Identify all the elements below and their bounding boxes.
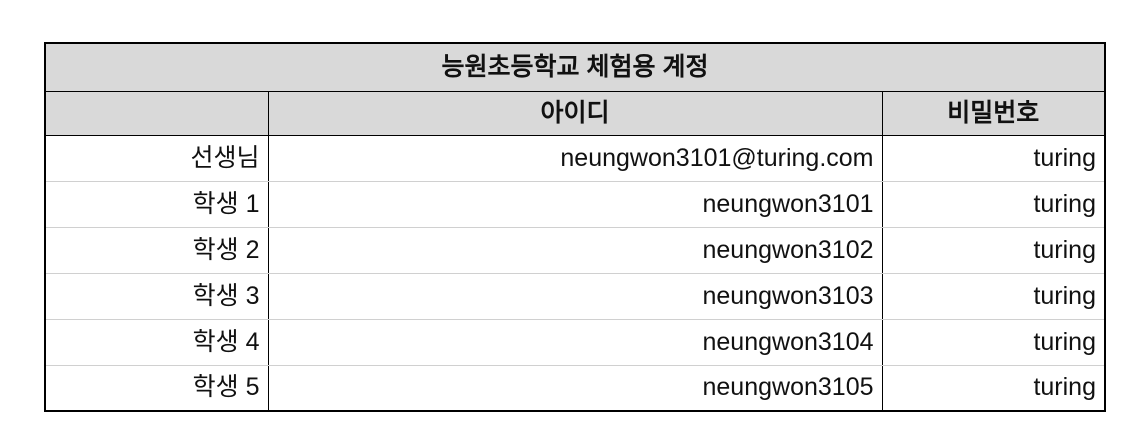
row-label: 학생 5: [44, 364, 269, 412]
row-label: 학생 4: [44, 318, 269, 366]
row-id: neungwon3101: [267, 180, 883, 228]
table-row: 선생님 neungwon3101@turing.com turing: [44, 134, 1106, 182]
header-id: 아이디: [267, 90, 883, 136]
row-id: neungwon3103: [267, 272, 883, 320]
row-id: neungwon3105: [267, 364, 883, 412]
table-row: 학생 2 neungwon3102 turing: [44, 226, 1106, 274]
row-id: neungwon3102: [267, 226, 883, 274]
row-password: turing: [881, 226, 1106, 274]
row-password: turing: [881, 272, 1106, 320]
header-password: 비밀번호: [881, 90, 1106, 136]
row-password: turing: [881, 318, 1106, 366]
table-title: 능원초등학교 체험용 계정: [44, 42, 1106, 92]
header-row: 아이디 비밀번호: [44, 90, 1106, 136]
row-label: 학생 1: [44, 180, 269, 228]
row-password: turing: [881, 134, 1106, 182]
row-label: 학생 2: [44, 226, 269, 274]
title-row: 능원초등학교 체험용 계정: [44, 42, 1106, 92]
table-row: 학생 3 neungwon3103 turing: [44, 272, 1106, 320]
row-password: turing: [881, 364, 1106, 412]
header-empty: [44, 90, 269, 136]
table-row: 학생 4 neungwon3104 turing: [44, 318, 1106, 366]
row-label: 학생 3: [44, 272, 269, 320]
table-row: 학생 5 neungwon3105 turing: [44, 364, 1106, 412]
account-table: 능원초등학교 체험용 계정 아이디 비밀번호 선생님 neungwon3101@…: [44, 42, 1106, 412]
row-label: 선생님: [44, 134, 269, 182]
row-id: neungwon3101@turing.com: [267, 134, 883, 182]
row-password: turing: [881, 180, 1106, 228]
table-row: 학생 1 neungwon3101 turing: [44, 180, 1106, 228]
row-id: neungwon3104: [267, 318, 883, 366]
